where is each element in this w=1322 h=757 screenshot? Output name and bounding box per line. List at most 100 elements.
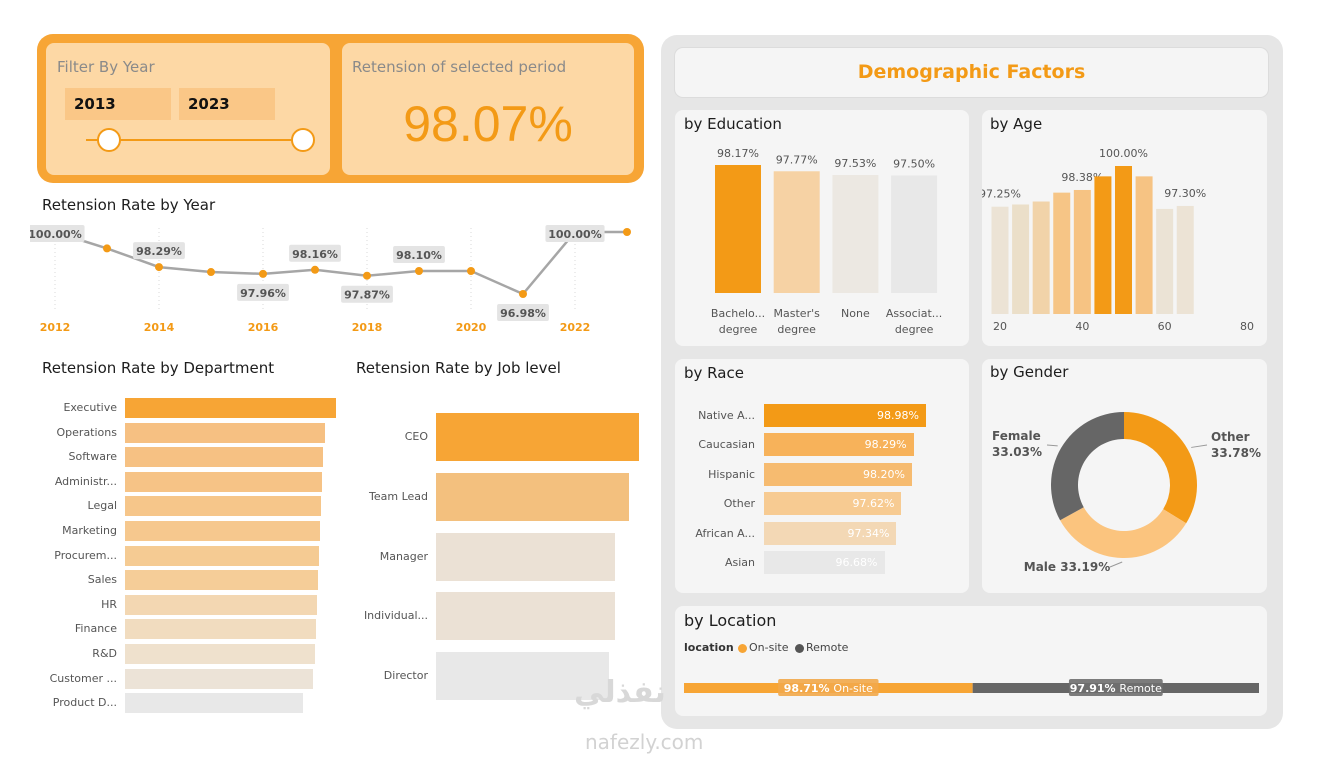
year-data-label: 98.10% (396, 249, 442, 262)
age-bar (991, 206, 1009, 314)
department-bar[interactable] (125, 545, 320, 566)
year-slider-track[interactable] (86, 139, 309, 141)
age-tick-label: 20 (993, 320, 1007, 333)
department-label: Procurem... (54, 548, 117, 562)
education-data-label: 97.53% (834, 157, 876, 170)
age-bar (1094, 176, 1112, 314)
job-level-bar[interactable] (436, 413, 639, 461)
race-bar[interactable] (764, 433, 914, 457)
gender-leader-line (1109, 561, 1123, 568)
year-series-line (54, 230, 627, 296)
race-bar-chart: Native A... 98.98% Caucasian 98.29% Hispanic… (0, 0, 926, 574)
department-bar[interactable] (125, 398, 336, 418)
education-data-label: 97.50% (893, 157, 935, 170)
education-data-label: 98.17% (717, 147, 759, 160)
demographics-header: Demographic Factors (675, 48, 1268, 97)
filter-title: Filter By Year (57, 58, 155, 76)
education-category-label: Bachelo... (711, 307, 765, 320)
age-bar (1115, 166, 1132, 314)
year-data-label-bg (30, 225, 85, 242)
department-bar[interactable] (125, 619, 316, 640)
job-level-label: Individual... (363, 609, 428, 623)
education-bar (891, 175, 938, 293)
department-label: Product D... (52, 696, 117, 710)
age-bar (1073, 189, 1091, 314)
start-year-slider-handle[interactable] (97, 128, 121, 152)
end-year-input[interactable]: 2023 (179, 88, 275, 120)
department-bar[interactable] (125, 471, 323, 492)
department-bar[interactable] (125, 693, 304, 714)
location-legend-label: location (684, 641, 734, 654)
department-bar[interactable] (125, 644, 315, 664)
department-bar[interactable] (125, 447, 324, 468)
race-bar[interactable] (764, 521, 897, 545)
job-level-bar-chart: CEO Team Lead Manager Individual... Director (0, 0, 639, 701)
department-chart-title: Retension Rate by Department (42, 359, 275, 377)
department-bar[interactable] (125, 422, 326, 443)
gender-donut-chart: Other 33.78% Male 33.19% Female 33.03% (992, 412, 1261, 574)
race-bar[interactable] (764, 404, 926, 427)
gender-label-name: Female (992, 429, 1041, 443)
department-label: HR (101, 597, 117, 611)
year-tick-label: 2020 (456, 321, 487, 334)
department-label: Software (68, 450, 118, 464)
location-legend-remote[interactable]: Remote (806, 641, 849, 654)
race-bar[interactable] (764, 462, 912, 486)
location-label-bg (778, 679, 879, 696)
race-data-label: 96.68% (835, 556, 878, 569)
department-bar[interactable] (125, 594, 317, 615)
age-bar (1012, 204, 1030, 314)
department-bar[interactable] (125, 496, 322, 517)
year-filter-card: Filter By Year 2013 2023 (46, 43, 330, 175)
department-label: Operations (56, 425, 117, 439)
year-data-label-bg (133, 242, 185, 260)
age-tick-label: 40 (1075, 320, 1089, 333)
gender-label-value: 33.03% (992, 445, 1042, 459)
education-bar (832, 175, 879, 293)
race-label: Native A... (698, 409, 755, 422)
department-bar[interactable] (125, 521, 321, 541)
kpi-title: Retension of selected period (352, 58, 567, 76)
race-label: Caucasian (698, 438, 755, 452)
job-level-bar[interactable] (436, 532, 615, 581)
age-bar (1053, 192, 1071, 314)
age-bar (1032, 201, 1050, 314)
year-data-label: 100.00% (548, 228, 601, 241)
gender-slice (1060, 507, 1187, 558)
race-data-label: 97.34% (847, 526, 890, 540)
year-tick-label: 2022 (560, 321, 591, 334)
year-data-label: 98.16% (292, 248, 338, 261)
job-level-bar[interactable] (436, 472, 629, 521)
department-bar[interactable] (125, 570, 319, 591)
gender-label-name: Other (1211, 430, 1250, 444)
end-year-slider-handle[interactable] (291, 128, 315, 152)
department-bar[interactable] (125, 668, 313, 689)
department-label: Sales (87, 573, 117, 587)
year-data-point (259, 269, 267, 278)
race-data-label: 98.29% (864, 438, 907, 452)
age-data-label: 97.25% (982, 188, 1021, 201)
location-card: by Location location On-site Remote (675, 606, 1267, 716)
location-data-label: 97.91% Remote (1070, 682, 1162, 695)
year-data-point (155, 263, 163, 272)
job-level-chart-title: Retension Rate by Job level (356, 359, 561, 377)
education-bar-chart: 98.17% Bachelo... degree 97.77% Master's degr… (711, 147, 942, 336)
year-data-label-bg (341, 285, 393, 303)
year-data-label: 97.96% (240, 287, 286, 300)
race-bar[interactable] (764, 551, 885, 574)
start-year-input[interactable]: 2013 (65, 88, 171, 120)
job-level-bar[interactable] (436, 652, 609, 701)
department-label: Finance (74, 622, 117, 636)
race-bar[interactable] (764, 492, 902, 516)
department-label: Marketing (62, 524, 117, 537)
job-level-bar[interactable] (436, 592, 615, 641)
year-data-label-bg (497, 304, 549, 321)
race-label: Other (723, 497, 755, 511)
location-legend-onsite[interactable]: On-site (749, 641, 789, 654)
age-bar (1156, 208, 1174, 314)
age-data-label: 97.30% (1164, 187, 1206, 200)
education-category-label: degree (719, 323, 758, 336)
age-bar (1135, 176, 1153, 314)
year-data-point (467, 267, 475, 276)
education-title: by Education (684, 115, 782, 133)
